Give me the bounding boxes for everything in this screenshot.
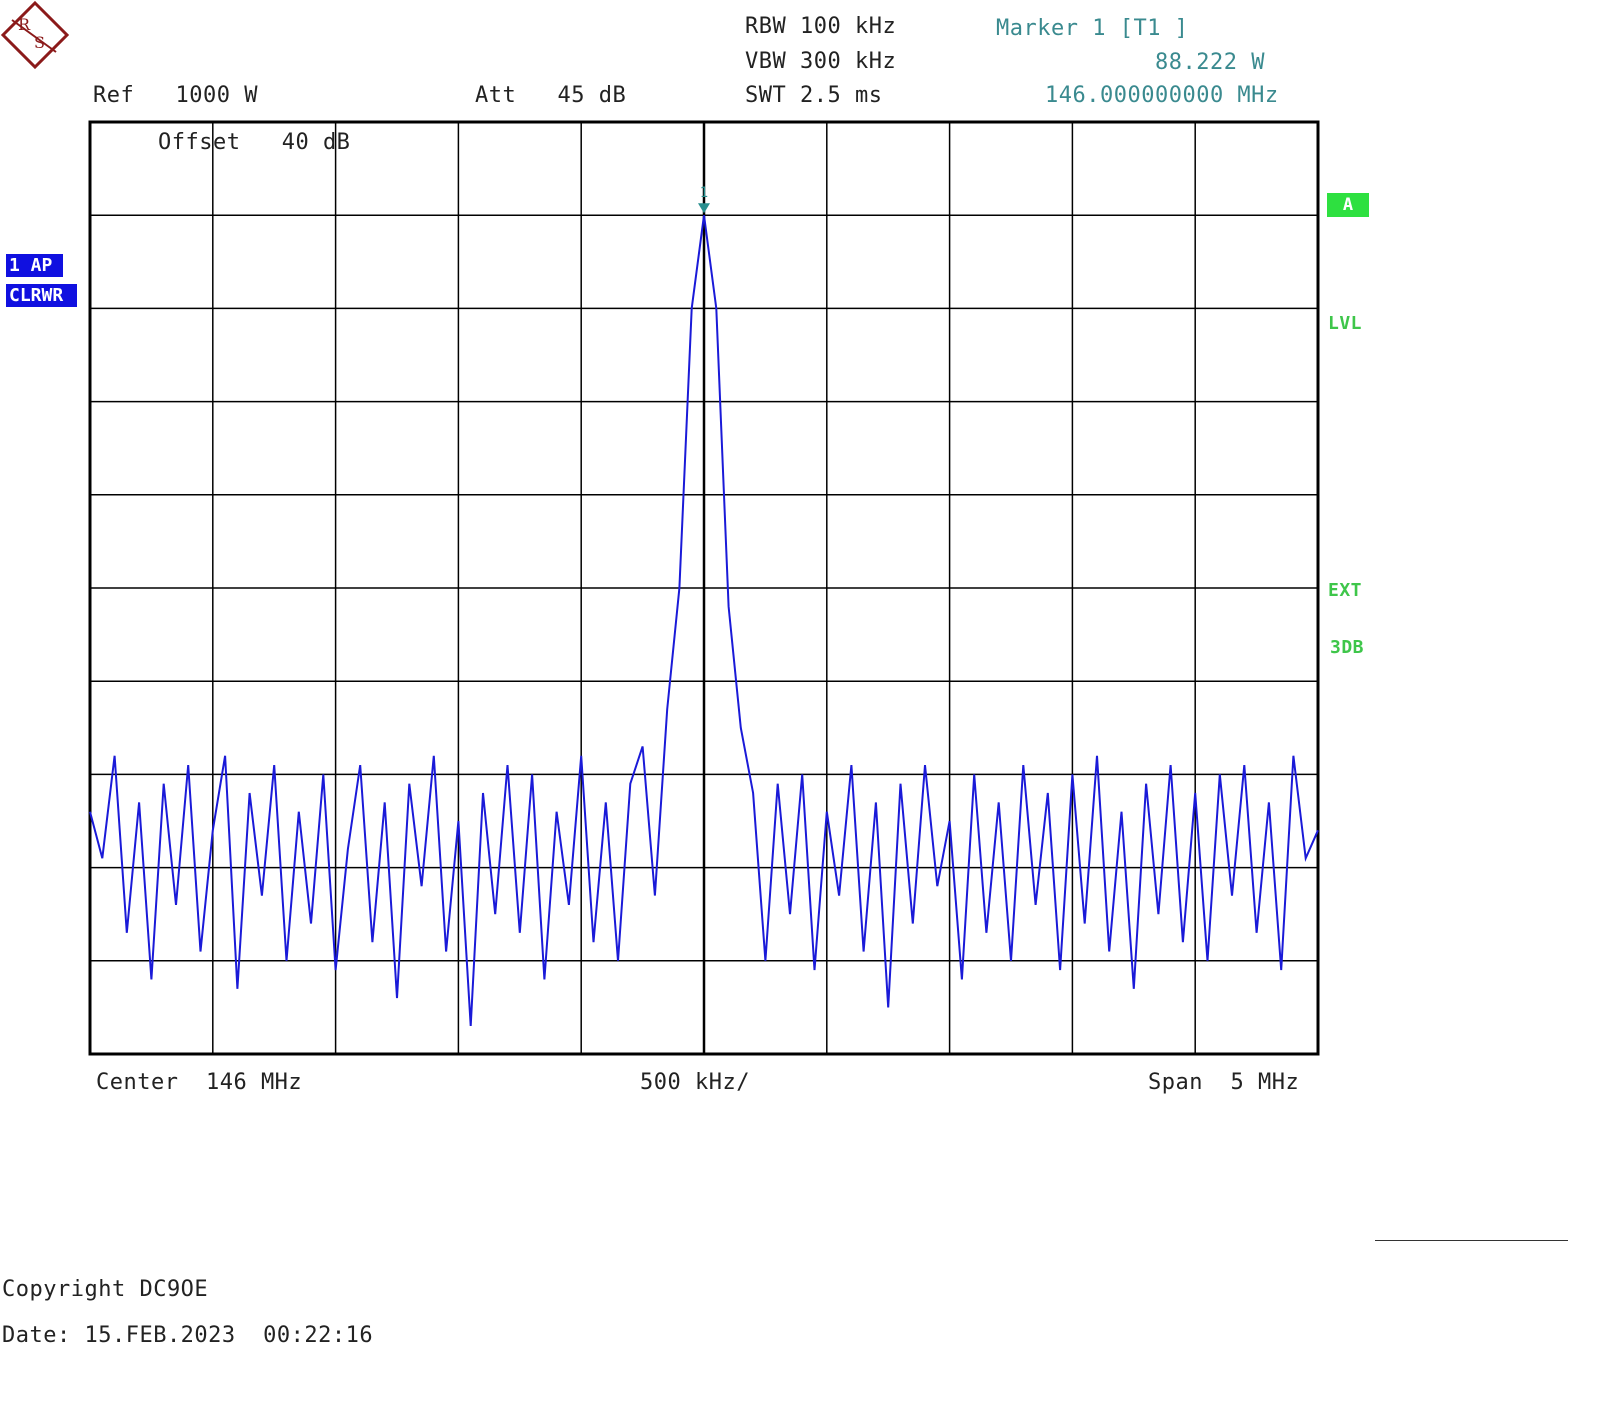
center-frequency: Center 146 MHz xyxy=(96,1070,303,1095)
marker-frequency: 146.000000000 MHz xyxy=(1045,83,1279,108)
marker: 1 xyxy=(698,185,710,214)
marker-level: 88.222 W xyxy=(1155,50,1265,75)
trace-line xyxy=(89,215,1319,1027)
rbw-setting: RBW 100 kHz xyxy=(745,14,897,39)
marker-number: 1 xyxy=(700,185,708,201)
mode-badge: CLRWR xyxy=(6,284,77,307)
screen-a-badge: A xyxy=(1327,193,1369,217)
attenuation: Att 45 dB xyxy=(475,83,627,108)
ext-indicator: EXT xyxy=(1328,580,1363,601)
svg-text:R: R xyxy=(18,15,31,34)
trace xyxy=(89,215,1319,1027)
span: Span 5 MHz xyxy=(1148,1070,1300,1095)
3db-indicator: 3DB xyxy=(1330,637,1365,658)
rohde-schwarz-logo: R S xyxy=(0,0,70,70)
grid xyxy=(88,120,1320,1056)
marker-triangle xyxy=(698,203,710,214)
date-stamp: Date: 15.FEB.2023 00:22:16 xyxy=(2,1323,374,1348)
lvl-indicator: LVL xyxy=(1328,313,1363,334)
reference-level: Ref 1000 W xyxy=(93,83,258,108)
copyright: Copyright DC9OE xyxy=(2,1277,209,1302)
vbw-setting: VBW 300 kHz xyxy=(745,49,897,74)
trace-badge: 1 AP xyxy=(6,254,63,277)
division-scale: 500 kHz/ xyxy=(640,1070,750,1095)
svg-text:S: S xyxy=(34,33,45,52)
offset-label: Offset 40 dB xyxy=(158,130,351,155)
marker-title: Marker 1 [T1 ] xyxy=(996,16,1189,41)
sweep-time: SWT 2.5 ms xyxy=(745,83,883,108)
footer-rule xyxy=(1375,1240,1568,1241)
